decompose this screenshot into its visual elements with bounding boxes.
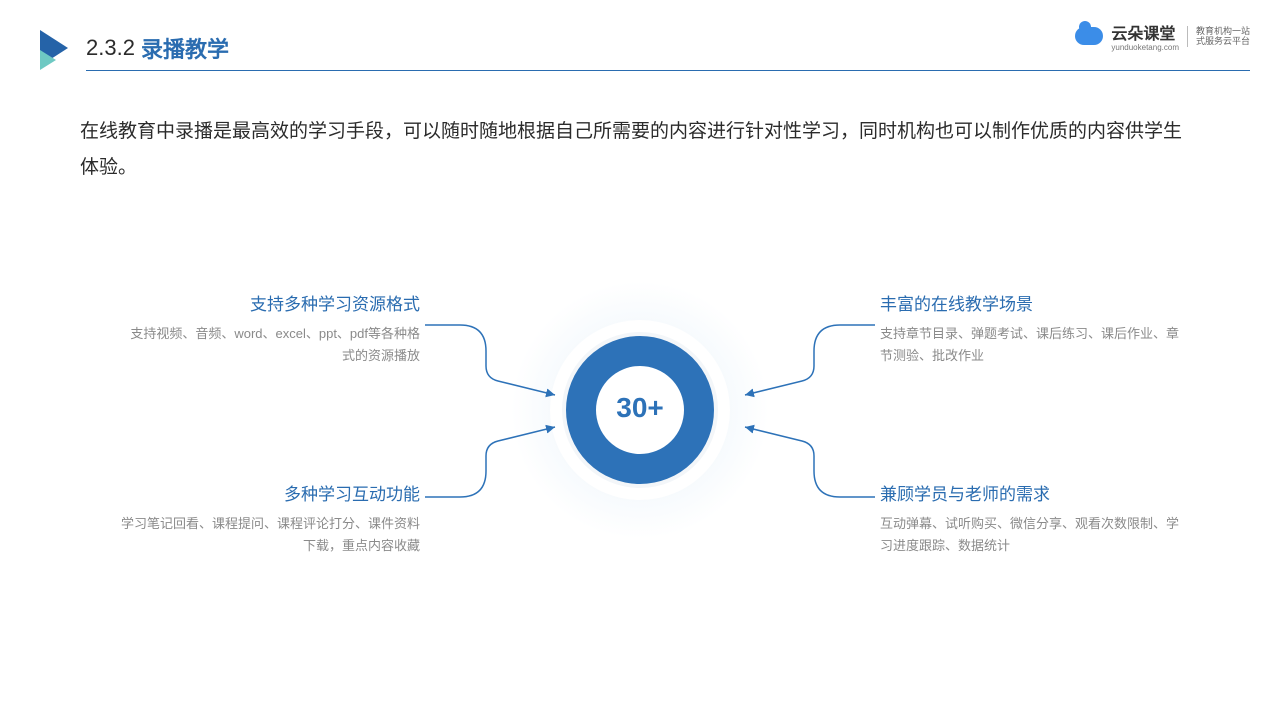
feature-title: 兼顾学员与老师的需求 bbox=[880, 480, 1180, 505]
brand-tagline: 教育机构一站 式服务云平台 bbox=[1187, 26, 1250, 48]
feature-desc: 支持章节目录、弹题考试、课后练习、课后作业、章节测验、批改作业 bbox=[880, 323, 1180, 367]
feature-top-left: 支持多种学习资源格式 支持视频、音频、word、excel、ppt、pdf等各种… bbox=[120, 290, 420, 367]
section-number: 2.3.2 bbox=[86, 35, 135, 61]
brand-logo: 云朵课堂 yunduoketang.com 教育机构一站 式服务云平台 bbox=[1075, 20, 1250, 53]
ring-label: 30+ bbox=[600, 392, 680, 424]
slide-header: 2.3.2 录播教学 云朵课堂 yunduoketang.com 教育机构一站 … bbox=[0, 0, 1280, 66]
feature-bottom-right: 兼顾学员与老师的需求 互动弹幕、试听购买、微信分享、观看次数限制、学习进度跟踪、… bbox=[880, 480, 1180, 557]
cloud-icon bbox=[1075, 27, 1103, 45]
section-title: 录播教学 bbox=[141, 32, 229, 64]
feature-desc: 支持视频、音频、word、excel、ppt、pdf等各种格式的资源播放 bbox=[120, 323, 420, 367]
feature-title: 多种学习互动功能 bbox=[120, 480, 420, 505]
feature-diagram: 30+ 支持多种学习资源格式 支持视频、音频、word、excel、ppt、pd… bbox=[0, 260, 1280, 720]
brand-name: 云朵课堂 bbox=[1111, 20, 1179, 44]
feature-desc: 学习笔记回看、课程提问、课程评论打分、课件资料下载，重点内容收藏 bbox=[120, 513, 420, 557]
header-underline bbox=[86, 70, 1250, 71]
feature-desc: 互动弹幕、试听购买、微信分享、观看次数限制、学习进度跟踪、数据统计 bbox=[880, 513, 1180, 557]
feature-top-right: 丰富的在线教学场景 支持章节目录、弹题考试、课后练习、课后作业、章节测验、批改作… bbox=[880, 290, 1180, 367]
brand-domain: yunduoketang.com bbox=[1111, 44, 1179, 53]
play-icon bbox=[40, 30, 68, 66]
intro-paragraph: 在线教育中录播是最高效的学习手段，可以随时随地根据自己所需要的内容进行针对性学习… bbox=[0, 66, 1280, 186]
feature-title: 支持多种学习资源格式 bbox=[120, 290, 420, 315]
feature-title: 丰富的在线教学场景 bbox=[880, 290, 1180, 315]
feature-bottom-left: 多种学习互动功能 学习笔记回看、课程提问、课程评论打分、课件资料下载，重点内容收… bbox=[120, 480, 420, 557]
